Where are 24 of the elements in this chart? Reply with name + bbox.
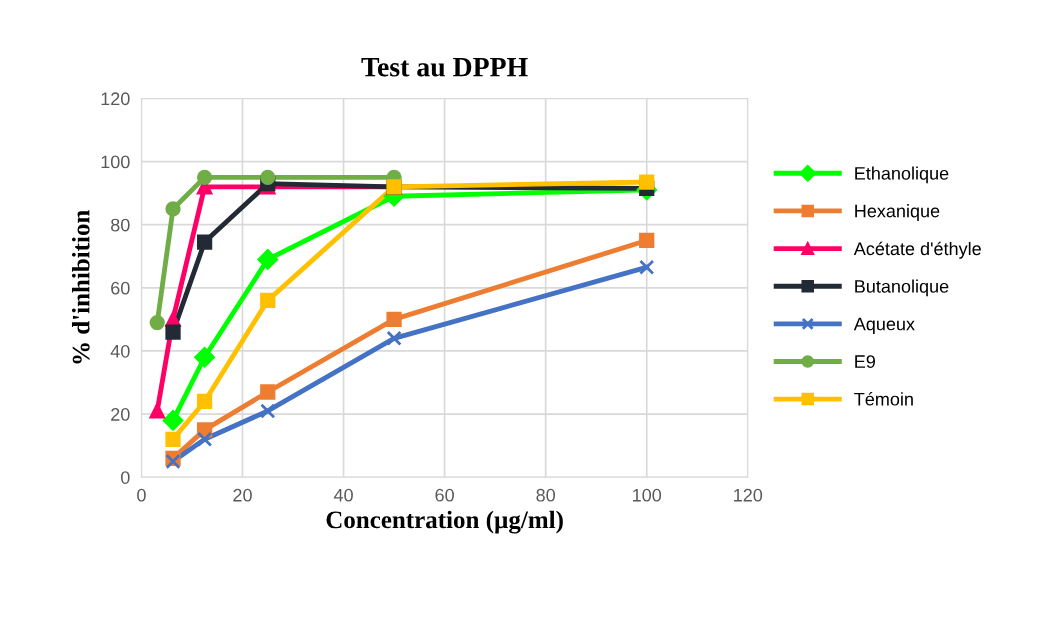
- x-tick-label: 40: [333, 488, 353, 502]
- x-axis-title: Concentration (µg/ml): [326, 510, 563, 534]
- legend-label: Butanolique: [855, 279, 949, 297]
- legend-label: Ethanolique: [855, 166, 949, 184]
- y-tick-label: 120: [101, 92, 130, 106]
- x-tick-label: 20: [233, 488, 252, 502]
- y-tick-label: 100: [101, 155, 130, 169]
- y-tick-label: 0: [120, 471, 130, 484]
- legend-label: Aqueux: [853, 317, 915, 334]
- x-tick-label: 100: [633, 488, 662, 502]
- y-tick-label: 80: [111, 218, 130, 232]
- legend-label: Acétate d'éthyle: [853, 241, 981, 259]
- x-tick-label: 80: [536, 488, 555, 502]
- x-tick-label: 0: [137, 488, 146, 502]
- y-axis-title: % d'inhibition: [71, 210, 90, 364]
- legend-label: Témoin: [854, 392, 913, 406]
- y-tick-label: 40: [110, 344, 130, 358]
- x-tick-label: 60: [435, 488, 454, 502]
- legend-label: E9: [855, 355, 875, 368]
- y-tick-label: 20: [111, 408, 130, 421]
- legend-label: Hexanique: [855, 204, 940, 221]
- y-tick-label: 60: [111, 281, 130, 295]
- chart-title: Test au DPPH: [361, 58, 528, 77]
- x-tick-label: 120: [734, 488, 763, 502]
